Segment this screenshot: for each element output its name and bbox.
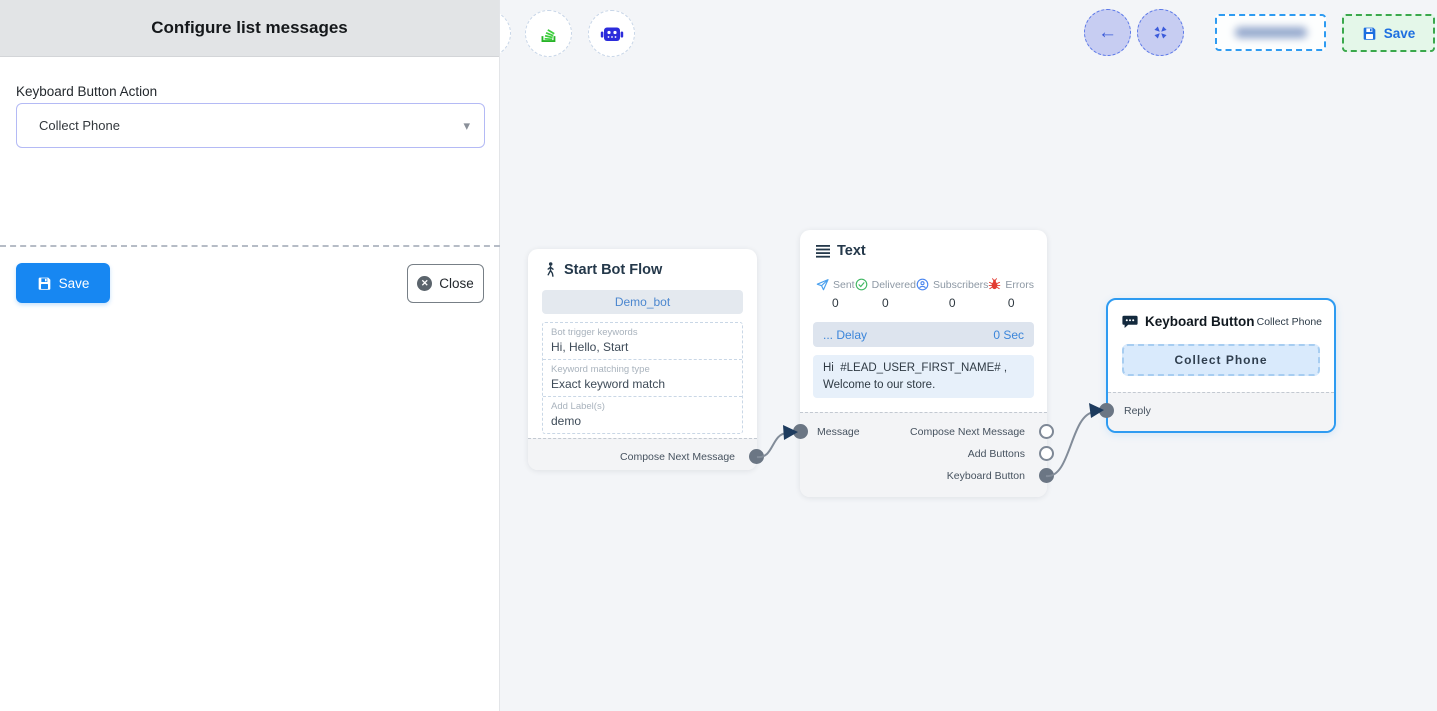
panel-header: Configure list messages (0, 0, 499, 57)
back-arrow-icon: ← (1098, 22, 1117, 43)
node-footer (800, 412, 1047, 497)
stat-errors: Errors 0 (988, 278, 1034, 310)
node-footer (1108, 392, 1334, 431)
field-value: Exact keyword match (551, 377, 666, 391)
compress-icon (1154, 26, 1167, 39)
keyboard-action-select[interactable]: Collect Phone ▾ (16, 103, 485, 148)
delay-value: 0 Sec (993, 327, 1024, 342)
speech-bubble-icon (1122, 315, 1138, 328)
node-title: Start Bot Flow (564, 261, 663, 278)
panel-title: Configure list messages (151, 18, 348, 37)
bot-tool-button[interactable] (588, 10, 635, 57)
compose-next-message-port[interactable] (1039, 424, 1054, 439)
stat-value: 0 (831, 296, 839, 310)
fit-view-button[interactable] (1137, 9, 1184, 56)
stat-label: Delivered (871, 278, 916, 291)
keyboard-button-node[interactable]: Keyboard Button Collect Phone Collect Ph… (1099, 298, 1336, 433)
flow-save-button[interactable]: Save (1342, 14, 1435, 52)
save-icon (1363, 27, 1376, 40)
configure-panel: Configure list messages Keyboard Button … (0, 0, 500, 711)
close-icon: ✕ (417, 276, 433, 291)
stat-sent: Sent 0 (816, 278, 855, 310)
edge-text-to-keyboard (1045, 411, 1095, 478)
output-port-label: Add Buttons (967, 448, 1025, 460)
input-port-label: Reply (1124, 405, 1151, 417)
stat-label: Errors (1005, 278, 1035, 291)
panel-save-button[interactable]: Save (16, 263, 110, 303)
flow-canvas[interactable]: ← Save (500, 0, 1437, 711)
bot-config-fields: Bot trigger keywords Hi, Hello, Start Ke… (542, 322, 743, 434)
node-title: Text (837, 243, 866, 259)
reply-input-port[interactable] (1099, 403, 1114, 418)
field-value: demo (551, 414, 582, 428)
check-circle-icon (855, 278, 867, 291)
panel-save-label: Save (58, 275, 90, 291)
back-button[interactable]: ← (1084, 9, 1131, 56)
layers-stack-icon (541, 28, 555, 42)
save-icon (38, 277, 50, 290)
field-label: Bot trigger keywords (551, 327, 638, 338)
stat-value: 0 (1007, 296, 1015, 310)
message-input-port[interactable] (793, 424, 808, 439)
stats-row: Sent 0 Delivered 0 (816, 278, 1034, 310)
stat-value: 0 (881, 296, 889, 310)
field-row: Add Label(s) demo (543, 396, 742, 433)
collect-phone-button[interactable]: Collect Phone (1122, 344, 1320, 376)
stat-value: 0 (948, 296, 956, 310)
stat-label: Subscribers (932, 278, 989, 291)
walking-person-icon (547, 262, 554, 277)
text-message-node[interactable]: Text Sent 0 (793, 230, 1054, 497)
message-preview[interactable]: Hi #LEAD_USER_FIRST_NAME# , Welcome to o… (813, 355, 1034, 398)
node-title: Keyboard Button (1145, 314, 1255, 329)
stat-label: Sent (833, 278, 855, 291)
add-buttons-port[interactable] (1039, 446, 1054, 461)
stat-subscribers: Subscribers 0 (916, 278, 988, 310)
delay-label: ... Delay (823, 327, 868, 342)
hidden-tool-button[interactable] (500, 10, 511, 57)
field-row: Keyword matching type Exact keyword matc… (543, 359, 742, 396)
justify-lines-icon (816, 244, 830, 258)
node-header: Text (816, 243, 866, 259)
user-circle-icon (916, 278, 929, 291)
triggers-tool-button[interactable] (525, 10, 572, 57)
field-row: Bot trigger keywords Hi, Hello, Start (543, 323, 742, 359)
keyboard-button-port[interactable] (1039, 468, 1054, 483)
field-value: Hi, Hello, Start (551, 340, 629, 354)
panel-close-button[interactable]: ✕ Close (407, 264, 484, 303)
robot-icon (600, 27, 623, 41)
redacted-bot-name-button[interactable] (1215, 14, 1326, 51)
output-port-label: Compose Next Message (910, 426, 1025, 438)
blurred-text (1234, 27, 1307, 38)
select-value: Collect Phone (39, 118, 120, 133)
action-corner-label: Collect Phone (1256, 315, 1322, 328)
field-label: Add Label(s) (551, 401, 605, 412)
stat-delivered: Delivered 0 (855, 278, 916, 310)
input-port-label: Message (817, 426, 860, 438)
node-header: Start Bot Flow (544, 261, 662, 278)
panel-close-label: Close (439, 276, 474, 291)
flow-save-label: Save (1383, 25, 1416, 41)
delay-setting[interactable]: ... Delay 0 Sec (813, 322, 1034, 347)
paper-plane-icon (816, 279, 829, 291)
bot-name-button[interactable]: Demo_bot (542, 290, 743, 314)
node-header: Keyboard Button Collect Phone (1122, 314, 1322, 329)
chevron-down-icon: ▾ (463, 117, 470, 133)
field-label: Keyword matching type (551, 364, 650, 375)
node-footer (528, 438, 757, 470)
keyboard-action-label: Keyboard Button Action (16, 84, 158, 99)
start-bot-flow-node[interactable]: Start Bot Flow Demo_bot Bot trigger keyw… (528, 249, 764, 470)
bug-icon (989, 278, 1001, 290)
panel-divider (0, 245, 500, 247)
compose-next-message-port[interactable] (749, 449, 764, 464)
output-port-label: Keyboard Button (946, 470, 1025, 482)
output-port-label: Compose Next Message (620, 451, 735, 463)
